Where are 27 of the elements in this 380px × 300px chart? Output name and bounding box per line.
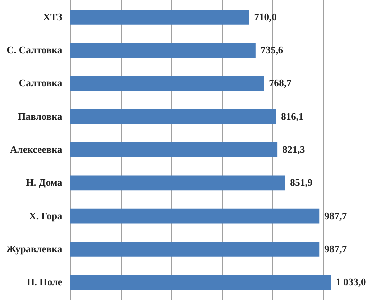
y-tick-label: Салтовка (19, 78, 62, 90)
y-tick-label: Н. Дома (26, 178, 62, 190)
y-tick-label: Павловка (18, 112, 62, 123)
y-tick-label: П. Поле (27, 278, 64, 289)
bar (70, 176, 286, 191)
bar (70, 10, 250, 25)
bar (70, 76, 264, 92)
bar (70, 109, 276, 124)
bar (70, 43, 256, 58)
y-tick-label: С. Салтовка (6, 46, 62, 57)
data-label: 851,9 (290, 178, 313, 190)
data-label: 816,1 (281, 112, 304, 123)
y-tick-label: Х. Гора (29, 211, 62, 222)
data-label: 710,0 (254, 12, 277, 24)
data-label: 768,7 (269, 78, 292, 90)
bar (70, 142, 278, 158)
data-label: 987,7 (324, 244, 348, 256)
y-tick-label: Журавлевка (6, 244, 62, 256)
data-label: 735,6 (260, 46, 284, 57)
bar (70, 242, 320, 257)
data-label: 1 033,0 (336, 278, 366, 289)
bar (70, 275, 332, 290)
bar (70, 208, 320, 224)
data-label: 821,3 (282, 145, 306, 156)
data-label: 987,7 (324, 211, 348, 222)
y-tick-label: Алексеевка (10, 145, 62, 156)
y-tick-label: ХТЗ (43, 12, 62, 24)
